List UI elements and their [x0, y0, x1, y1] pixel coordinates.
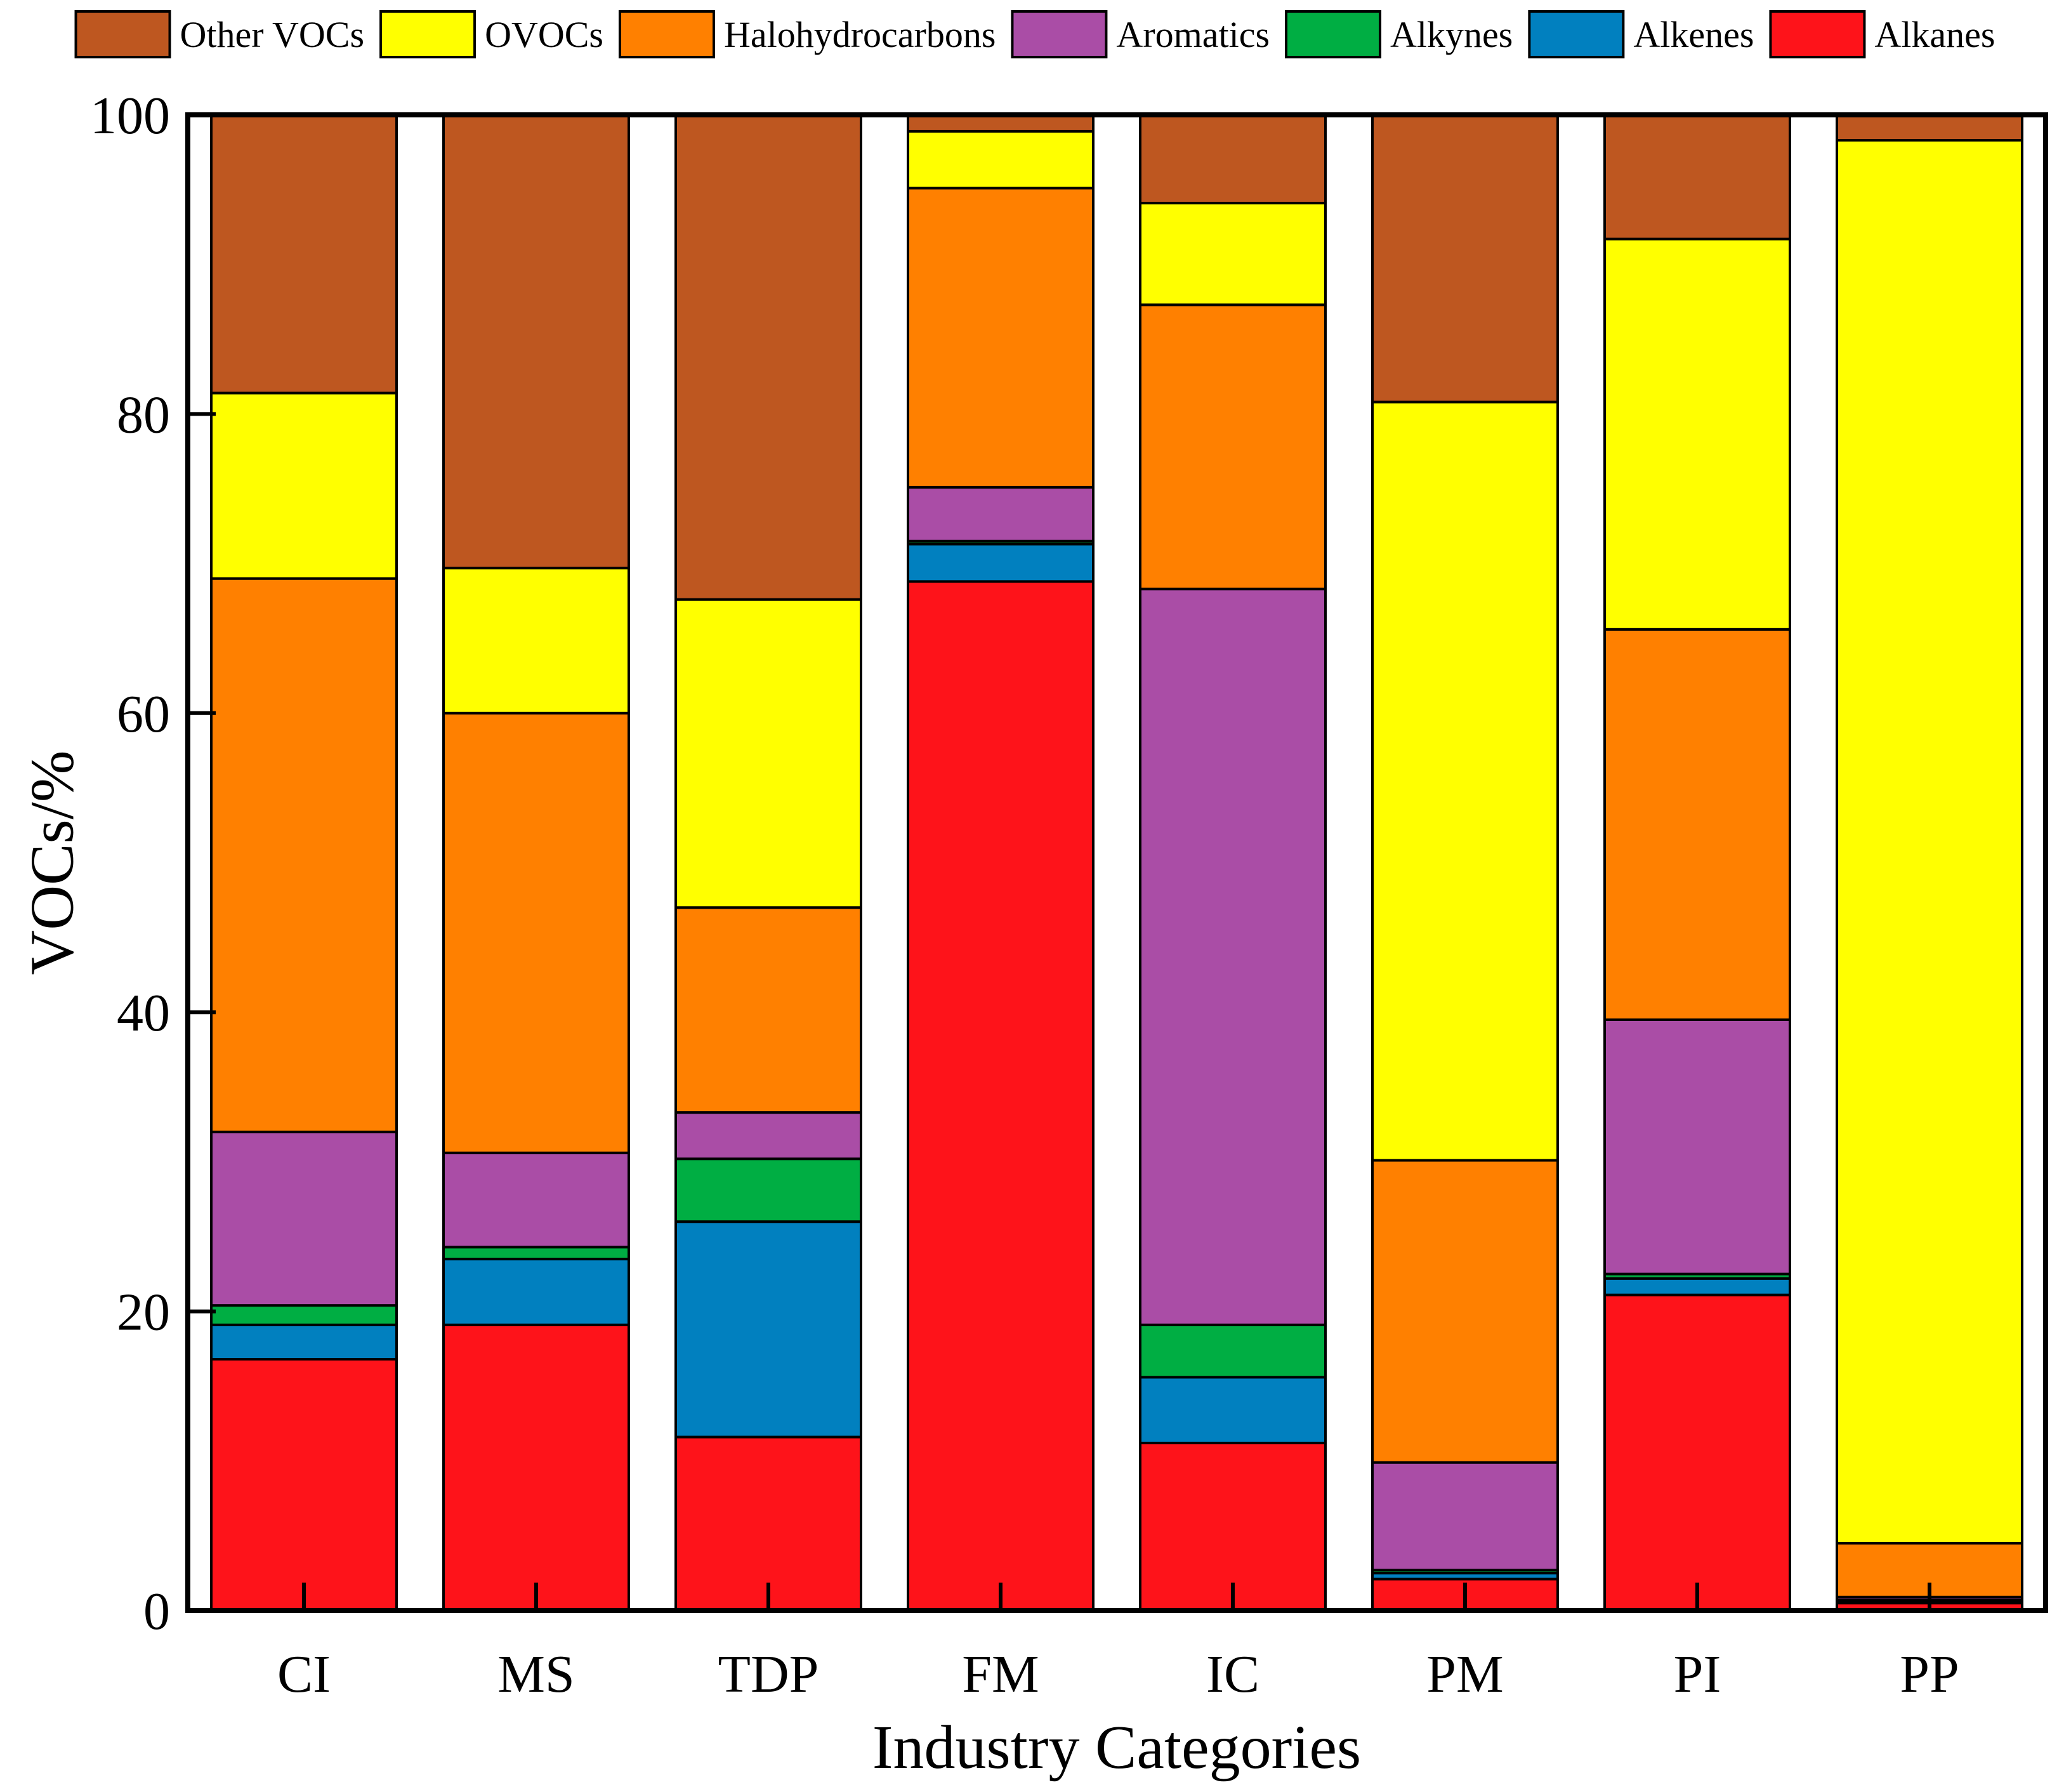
x-tick-label-ms: MS — [497, 1645, 574, 1704]
bar-ms-other-vocs — [442, 114, 630, 570]
legend: Other VOCs OVOCs Halohydrocarbons Aromatics… — [74, 10, 1995, 58]
bar-tdp-alkenes — [674, 1220, 862, 1439]
bar-ic-ovocs — [1139, 202, 1327, 306]
y-tick-label-20: 20 — [117, 1283, 170, 1342]
legend-swatch-alkenes — [1528, 10, 1625, 58]
bar-pp-ovocs — [1836, 139, 2023, 1545]
x-axis-title: Industry Categories — [872, 1713, 1361, 1782]
bar-fm-aromatics — [907, 485, 1095, 543]
bar-fm-alkenes — [907, 543, 1095, 583]
bar-pm-halohydrocarbons — [1371, 1159, 1559, 1464]
bar-pi-alkenes — [1603, 1277, 1791, 1296]
bar-ci-alkenes — [210, 1323, 398, 1361]
bar-ic-other-vocs — [1139, 114, 1327, 205]
bar-fm-halohydrocarbons — [907, 187, 1095, 489]
plot-frame — [185, 112, 2048, 1613]
bar-ci-alkynes — [210, 1304, 398, 1326]
legend-label-alkenes: Alkenes — [1633, 14, 1754, 55]
x-tick-label-ci: CI — [277, 1645, 331, 1704]
bar-tdp-alkanes — [674, 1435, 862, 1612]
plot-border — [185, 112, 2048, 1613]
bar-tdp-aromatics — [674, 1111, 862, 1161]
x-tick-label-ic: IC — [1206, 1645, 1259, 1704]
bar-ic-aromatics — [1139, 588, 1327, 1326]
bar-tdp-ovocs — [674, 598, 862, 909]
bar-ms-ovocs — [442, 567, 630, 715]
y-tick-label-100: 100 — [90, 86, 170, 145]
legend-label-halohydrocarbons: Halohydrocarbons — [724, 14, 996, 55]
bar-ms-alkanes — [442, 1323, 630, 1612]
bar-ms-alkynes — [442, 1246, 630, 1261]
y-tick-label-80: 80 — [117, 385, 170, 444]
bar-tdp-other-vocs — [674, 114, 862, 601]
bar-ms-halohydrocarbons — [442, 711, 630, 1154]
legend-swatch-other-vocs — [74, 10, 171, 58]
bar-pp-other-vocs — [1836, 114, 2023, 142]
legend-label-other-vocs: Other VOCs — [180, 14, 365, 55]
x-tick-label-tdp: TDP — [718, 1645, 819, 1704]
bar-ic-alkynes — [1139, 1323, 1327, 1379]
bar-pm-ovocs — [1371, 400, 1559, 1162]
bar-pi-alkanes — [1603, 1293, 1791, 1612]
bar-ci-other-vocs — [210, 114, 398, 395]
legend-swatch-ovocs — [379, 10, 477, 58]
bar-ms-alkenes — [442, 1258, 630, 1326]
bar-ci-halohydrocarbons — [210, 577, 398, 1133]
bar-pi-halohydrocarbons — [1603, 628, 1791, 1021]
legend-label-alkynes: Alkynes — [1390, 14, 1513, 55]
legend-label-ovocs: OVOCs — [485, 14, 603, 55]
bar-pi-aromatics — [1603, 1018, 1791, 1275]
x-tick-label-pi: PI — [1674, 1645, 1721, 1704]
bar-pi-other-vocs — [1603, 114, 1791, 240]
bars-layer — [210, 114, 2023, 1612]
y-tick-label-40: 40 — [117, 984, 170, 1043]
axis-ticks: CI MS TDP FM IC PM PI PP 0 20 40 60 80 100 — [90, 86, 1959, 1704]
bar-tdp-alkynes — [674, 1157, 862, 1223]
bar-pm-aromatics — [1371, 1461, 1559, 1572]
bar-ci-alkanes — [210, 1358, 398, 1612]
bar-ci-aromatics — [210, 1130, 398, 1307]
legend-label-aromatics: Aromatics — [1116, 14, 1270, 55]
y-axis-title: VOCs/% — [18, 751, 86, 975]
bar-ic-alkenes — [1139, 1376, 1327, 1445]
bar-tdp-halohydrocarbons — [674, 906, 862, 1114]
bar-ms-aromatics — [442, 1151, 630, 1249]
legend-swatch-alkynes — [1285, 10, 1382, 58]
bar-ci-ovocs — [210, 392, 398, 580]
bar-ic-halohydrocarbons — [1139, 303, 1327, 591]
y-tick-label-60: 60 — [117, 685, 170, 744]
legend-swatch-aromatics — [1011, 10, 1108, 58]
legend-label-alkanes: Alkanes — [1874, 14, 1995, 55]
bar-pm-other-vocs — [1371, 114, 1559, 404]
bar-pi-ovocs — [1603, 237, 1791, 631]
y-tick-label-0: 0 — [143, 1582, 170, 1641]
legend-swatch-alkanes — [1769, 10, 1866, 58]
bar-fm-ovocs — [907, 129, 1095, 190]
x-tick-label-fm: FM — [962, 1645, 1039, 1704]
x-tick-label-pm: PM — [1426, 1645, 1503, 1704]
bar-fm-alkanes — [907, 580, 1095, 1612]
x-tick-label-pp: PP — [1900, 1645, 1959, 1704]
legend-swatch-halohydrocarbons — [618, 10, 715, 58]
